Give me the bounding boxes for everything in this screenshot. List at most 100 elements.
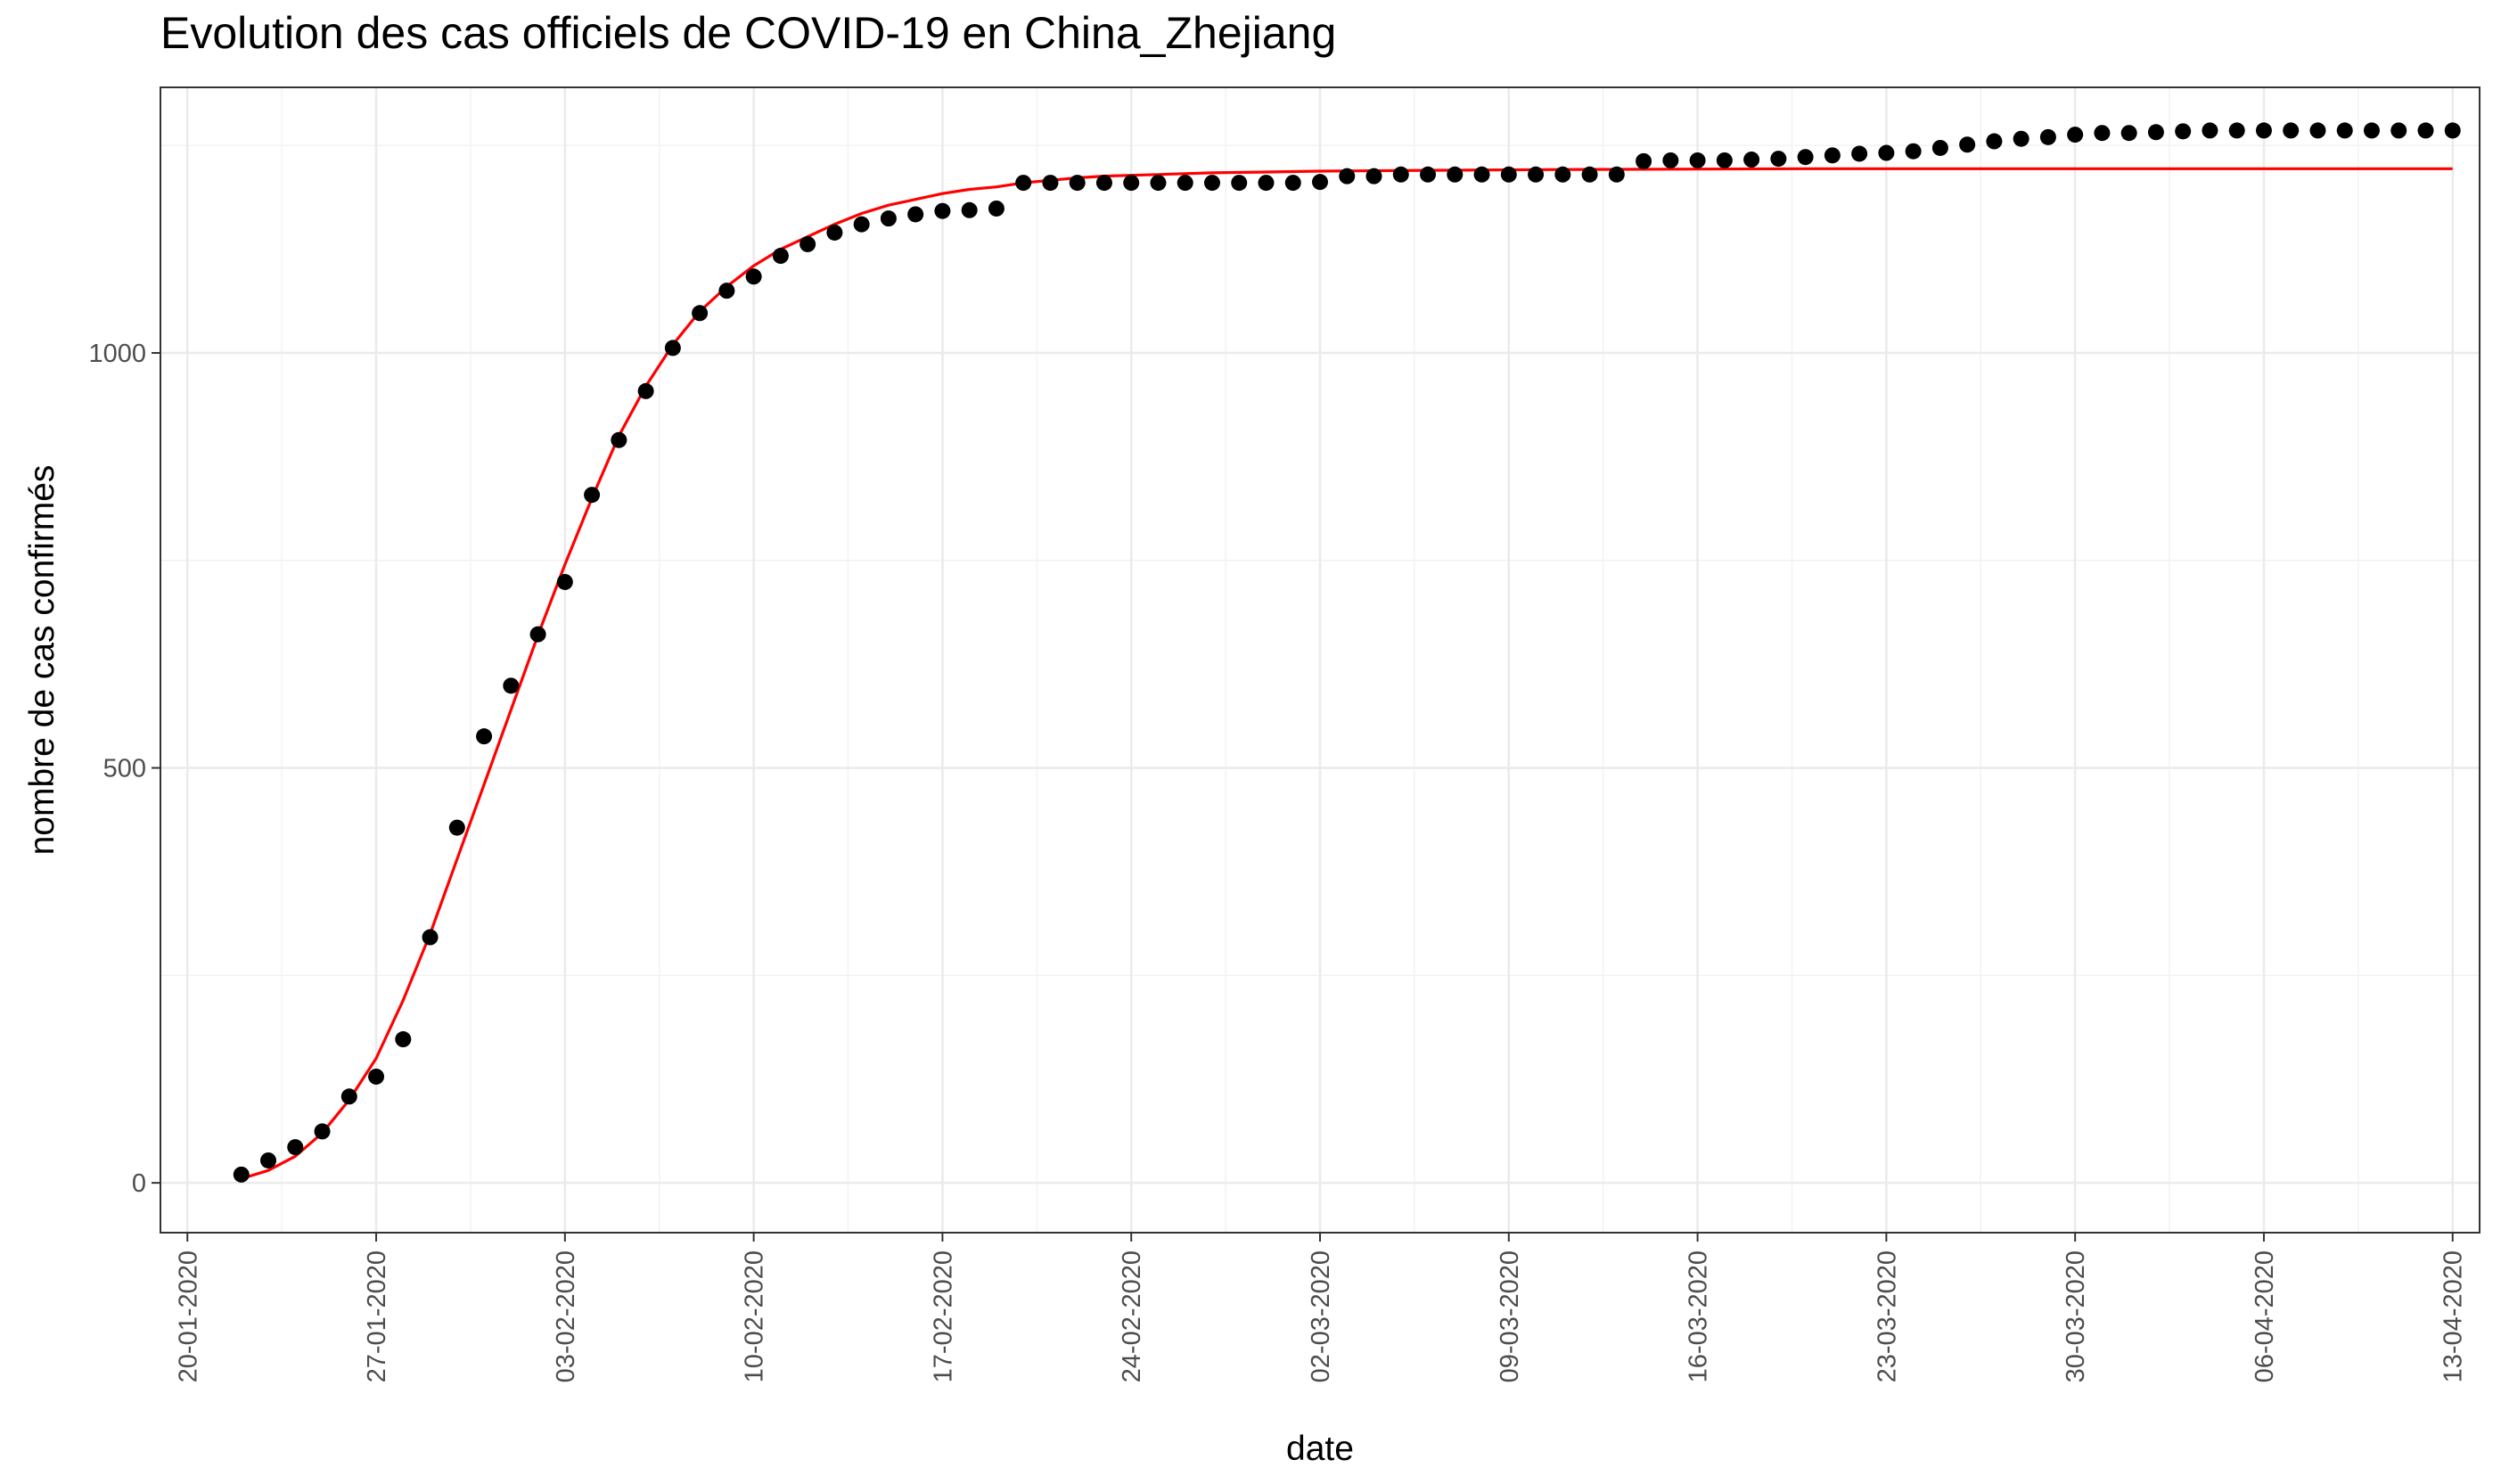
data-point (1608, 166, 1625, 183)
data-point (1878, 144, 1895, 161)
data-point (1069, 175, 1086, 192)
points-layer (233, 122, 2461, 1183)
data-point (745, 268, 762, 285)
data-point (718, 283, 735, 299)
data-point (1420, 166, 1437, 183)
data-point (961, 201, 978, 218)
data-point (1284, 175, 1301, 192)
data-point (2013, 130, 2030, 147)
x-tick-label: 27-01-2020 (363, 1250, 391, 1382)
data-point (1851, 145, 1868, 162)
data-point (556, 573, 573, 590)
x-tick-label: 10-02-2020 (741, 1250, 769, 1382)
data-point (1042, 175, 1059, 192)
data-point (1528, 166, 1545, 183)
x-tick-label: 06-04-2020 (2251, 1250, 2279, 1382)
data-point (1231, 175, 1248, 192)
data-point (1689, 152, 1706, 168)
x-tick-label: 23-03-2020 (1873, 1250, 1901, 1382)
data-point (476, 728, 493, 745)
x-tick-label: 09-03-2020 (1496, 1250, 1524, 1382)
data-point (1339, 168, 1356, 184)
data-point (800, 235, 816, 252)
data-point (1905, 143, 1922, 160)
data-point (1447, 166, 1464, 183)
data-point (314, 1123, 331, 1140)
data-point (664, 340, 681, 357)
x-tick-label: 24-02-2020 (1118, 1250, 1146, 1382)
x-tick-label: 02-03-2020 (1307, 1250, 1335, 1382)
data-point (988, 200, 1004, 217)
data-point (1365, 168, 1382, 184)
data-point (287, 1139, 304, 1156)
data-point (422, 929, 439, 946)
chart-title: Evolution des cas officiels de COVID-19 … (160, 8, 1337, 58)
y-tick-label: 500 (103, 755, 146, 783)
data-point (1636, 152, 1652, 169)
data-point (2444, 122, 2461, 139)
data-point (1931, 139, 1948, 156)
data-point (1123, 175, 1140, 192)
data-point (395, 1031, 412, 1048)
data-point (1716, 152, 1733, 168)
data-point (448, 819, 465, 836)
data-point (637, 382, 654, 399)
fit-curve-layer (241, 167, 2453, 1181)
data-point (1662, 152, 1679, 168)
data-point (1095, 175, 1112, 192)
x-tick-label: 17-02-2020 (929, 1250, 957, 1382)
data-point (1312, 174, 1328, 191)
x-tick-label: 03-02-2020 (552, 1250, 580, 1382)
data-point (692, 305, 709, 322)
data-point (1473, 166, 1490, 183)
x-axis-title: date (1286, 1430, 1354, 1468)
fit-curve-line (241, 167, 2453, 1181)
data-point (1177, 175, 1193, 192)
x-tick-label: 20-01-2020 (174, 1250, 202, 1382)
data-point (1500, 166, 1517, 183)
data-point (2067, 127, 2084, 143)
data-point (1986, 133, 2003, 150)
data-point (2120, 125, 2137, 142)
y-axis: 0 500 1000 (88, 340, 160, 1198)
x-tick-label: 30-03-2020 (2062, 1250, 2090, 1382)
data-point (368, 1068, 385, 1085)
x-tick-label: 16-03-2020 (1685, 1250, 1713, 1382)
data-point (2363, 122, 2380, 139)
data-point (2255, 122, 2272, 139)
data-point (340, 1088, 357, 1105)
data-point (1258, 175, 1275, 192)
grid-major (160, 87, 2480, 1233)
x-axis: 20-01-2020 27-01-2020 03-02-2020 10-02-2020… (174, 1233, 2468, 1382)
data-point (1959, 136, 1976, 153)
data-point (2147, 124, 2164, 141)
data-point (907, 206, 924, 223)
data-point (503, 677, 520, 694)
data-point (2228, 122, 2245, 139)
data-point (584, 487, 601, 504)
y-tick-label: 1000 (88, 340, 146, 368)
data-point (853, 216, 870, 233)
data-point (1581, 166, 1598, 183)
y-axis-title: nombre de cas confirmés (23, 465, 62, 856)
data-point (1743, 152, 1760, 168)
data-point (2202, 122, 2218, 139)
data-point (2390, 122, 2407, 139)
data-point (1824, 147, 1841, 164)
data-point (2309, 122, 2326, 139)
data-point (233, 1166, 250, 1183)
data-point (1554, 166, 1571, 183)
data-point (2175, 123, 2192, 140)
data-point (2039, 128, 2056, 145)
x-tick-label: 13-04-2020 (2440, 1250, 2468, 1382)
data-point (772, 248, 789, 265)
data-point (826, 224, 843, 241)
y-tick-label: 0 (132, 1169, 146, 1198)
data-point (1392, 166, 1409, 183)
data-point (934, 202, 951, 219)
data-point (1150, 175, 1167, 192)
data-point (1203, 175, 1220, 192)
data-point (880, 210, 897, 227)
data-point (2417, 122, 2434, 139)
data-point (1797, 149, 1814, 166)
